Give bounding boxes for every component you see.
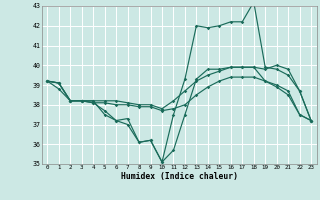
- X-axis label: Humidex (Indice chaleur): Humidex (Indice chaleur): [121, 172, 238, 181]
